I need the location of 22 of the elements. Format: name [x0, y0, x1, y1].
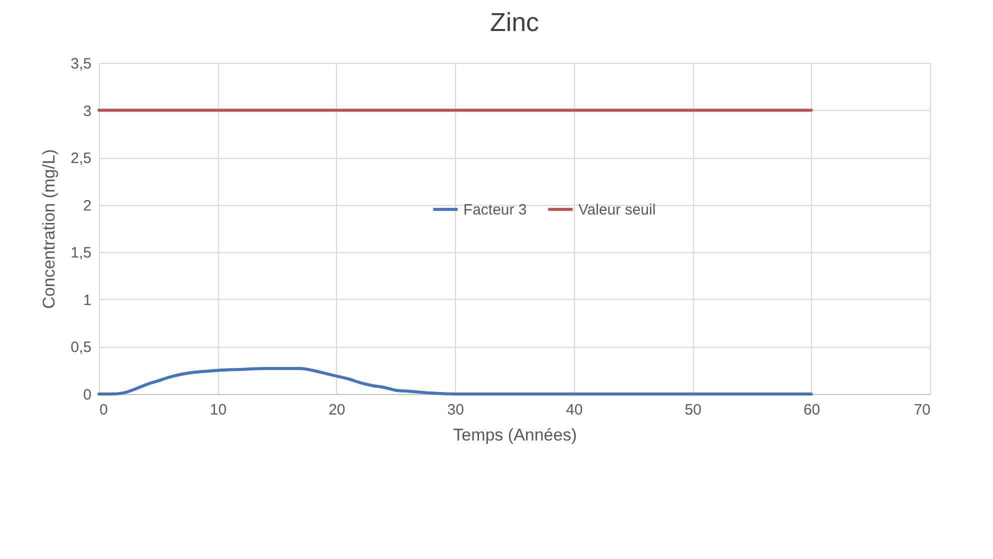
- y-axis-title: Concentration (mg/L): [40, 149, 59, 309]
- legend-label: Facteur 3: [463, 201, 527, 218]
- y-tick-label: 1: [83, 292, 92, 309]
- line-series: [98, 366, 813, 396]
- legend-label: Valeur seuil: [578, 201, 656, 218]
- x-tick-label: 70: [914, 402, 930, 418]
- chart-title: Zinc: [490, 7, 540, 37]
- y-tick-label: 3,5: [70, 56, 92, 72]
- y-tick-label: 2: [83, 197, 92, 214]
- x-tick-label: 0: [100, 402, 108, 418]
- x-tick-label: 50: [684, 402, 702, 418]
- x-axis-title: Temps (Années): [453, 426, 577, 444]
- x-tick-label: 30: [447, 402, 464, 418]
- y-tick-label: 2,5: [70, 150, 92, 168]
- y-tick-label: 0: [83, 386, 92, 404]
- x-tick-label: 60: [803, 402, 820, 418]
- x-tick-label: 20: [328, 402, 346, 418]
- x-tick-label: 40: [566, 402, 583, 418]
- y-tick-label: 1,5: [70, 244, 92, 262]
- x-tick-label: 10: [210, 402, 227, 418]
- y-tick-label: 3: [83, 102, 92, 120]
- y-tick-label: 0,5: [70, 339, 92, 356]
